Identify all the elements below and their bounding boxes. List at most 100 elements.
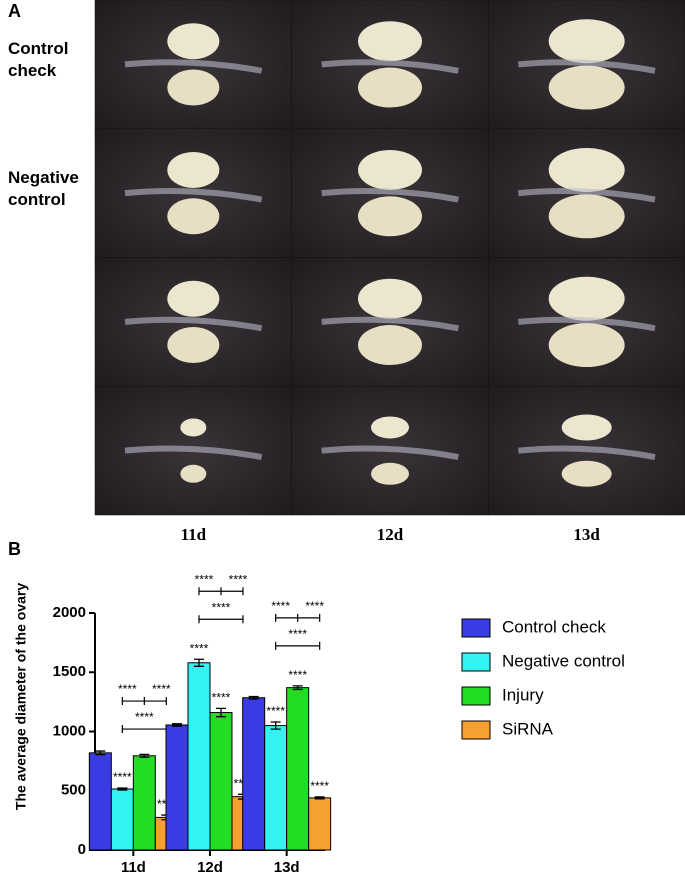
legend-label: SiRNA: [502, 719, 554, 738]
ovary: [358, 21, 422, 62]
ovary: [180, 418, 207, 437]
bar: [110, 788, 134, 851]
bar: [209, 712, 233, 851]
x-tick-label: 12d: [197, 859, 223, 876]
x-tick-label: 13d: [274, 859, 300, 876]
bracket-label: ****: [135, 710, 154, 724]
row-label-line: Control: [8, 39, 68, 58]
y-tick-label: 0: [78, 841, 86, 858]
column-label: 13d: [573, 525, 600, 544]
ovary: [358, 278, 422, 319]
error-bar: [194, 658, 204, 667]
error-bar: [117, 787, 128, 791]
error-bar: [270, 721, 281, 730]
oviduct: [321, 59, 459, 74]
panel-label: B: [8, 539, 21, 559]
bar: [132, 755, 156, 851]
row-label-line: control: [8, 190, 66, 209]
row-label-line: Negative: [8, 168, 79, 187]
column-label: 11d: [181, 525, 207, 544]
bracket: [275, 613, 321, 622]
legend-label: Control check: [502, 617, 606, 636]
y-tick-label: 1000: [53, 722, 86, 739]
ovary: [167, 151, 220, 188]
bracket: [121, 697, 167, 706]
significance-label: ****: [113, 770, 132, 784]
legend-swatch: [461, 720, 491, 740]
bracket: [198, 587, 244, 596]
ovary: [548, 19, 625, 64]
bracket: [121, 725, 167, 734]
row-label: Negative control: [8, 168, 79, 209]
ovary: [548, 147, 625, 192]
ovary: [167, 23, 220, 60]
oviduct: [124, 316, 263, 332]
bracket-label: ****: [305, 599, 324, 613]
ovary: [180, 464, 207, 483]
ovary: [548, 276, 625, 321]
ovary: [358, 67, 422, 108]
ovary: [167, 69, 220, 106]
column-label: 12d: [377, 525, 404, 544]
oviduct: [518, 59, 656, 74]
y-tick-label: 1500: [53, 663, 86, 680]
y-axis-label: The average diameter of the ovary: [13, 583, 29, 810]
legend-swatch: [461, 652, 491, 672]
ovary: [548, 194, 625, 239]
legend-label: Negative control: [502, 651, 625, 670]
bracket-label: ****: [229, 572, 248, 586]
oviduct: [321, 187, 459, 203]
photo-grid: Control check Negative control 11d 12d 13d: [8, 0, 685, 544]
oviduct: [518, 187, 656, 203]
bracket-label: ****: [152, 682, 171, 696]
panel-label: A: [8, 1, 21, 21]
significance-label: ****: [266, 704, 285, 718]
bar: [242, 697, 266, 851]
legend-label: Injury: [502, 685, 544, 704]
error-bar: [95, 750, 106, 756]
bar: [308, 797, 332, 851]
x-tick-label: 11d: [121, 859, 146, 876]
bar: [88, 752, 112, 851]
legend-swatch: [461, 618, 491, 638]
significance-label: ****: [190, 641, 209, 655]
bar-chart: 0 500 1000 1500 2000 The average diameter of …: [13, 572, 625, 876]
y-tick-label: 500: [61, 782, 86, 799]
significance-label: ****: [212, 691, 231, 705]
bar: [286, 687, 310, 851]
bracket-label: ****: [212, 600, 231, 614]
oviduct: [124, 445, 263, 461]
bracket-label: ****: [195, 572, 214, 586]
oviduct: [321, 445, 459, 461]
error-bar: [314, 796, 325, 800]
ovary: [371, 416, 409, 439]
ovary: [358, 325, 422, 366]
ovary: [561, 460, 612, 487]
bar: [187, 662, 211, 851]
significance-label: ****: [310, 779, 329, 793]
bar: [264, 725, 288, 851]
y-tick-label: 2000: [53, 604, 86, 621]
ovary: [167, 280, 220, 317]
bracket-label: ****: [288, 627, 307, 641]
ovary: [358, 196, 422, 237]
error-bar: [139, 753, 150, 758]
ovary: [548, 65, 625, 110]
oviduct: [518, 316, 656, 332]
error-bar: [216, 707, 226, 718]
ovary: [358, 149, 422, 190]
error-bar: [248, 695, 259, 700]
row-label: Control check: [8, 39, 68, 80]
ovary: [167, 327, 220, 364]
legend-swatch: [461, 686, 491, 706]
ovary: [167, 198, 220, 235]
oviduct: [124, 187, 263, 203]
error-bar: [292, 685, 303, 691]
oviduct: [321, 316, 459, 332]
row-label-line: check: [8, 61, 57, 80]
bracket-label: ****: [271, 599, 290, 613]
bracket: [275, 641, 321, 650]
error-bar: [172, 723, 182, 727]
ovary: [561, 414, 612, 441]
